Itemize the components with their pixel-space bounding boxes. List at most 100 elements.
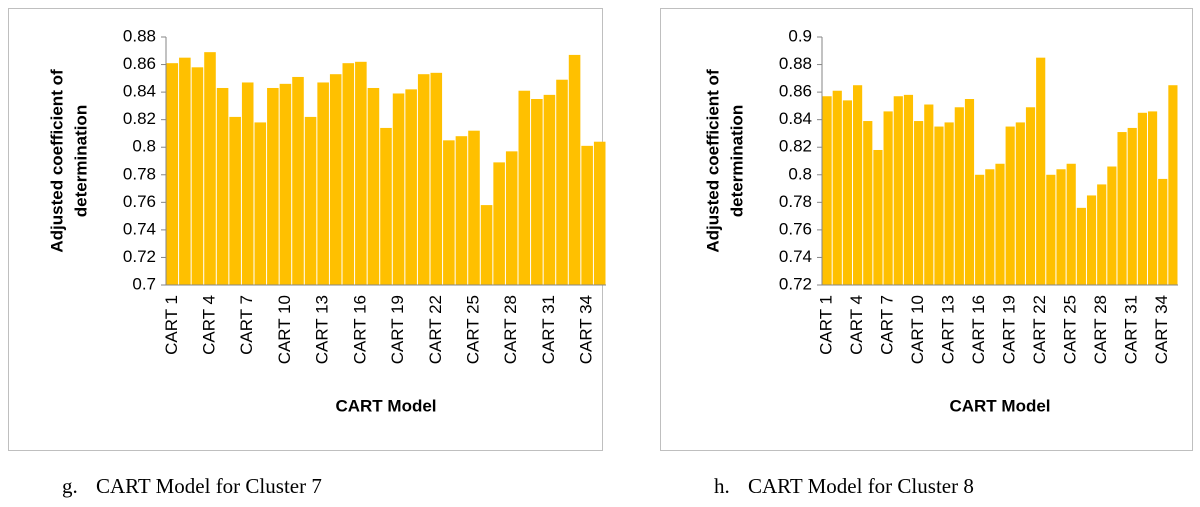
x-tick-label: CART 31 [1122, 295, 1141, 364]
x-axis-title: CART Model [335, 396, 436, 415]
bar [342, 63, 355, 285]
x-tick-label: CART 4 [199, 295, 218, 355]
x-tick-label: CART 1 [162, 295, 181, 355]
y-tick-label: 0.84 [123, 82, 156, 101]
bar [1046, 174, 1056, 285]
bar [455, 136, 468, 285]
bar [822, 96, 832, 285]
bar [292, 76, 304, 285]
bar [543, 94, 556, 285]
bar [954, 107, 964, 286]
y-tick-label: 0.76 [123, 192, 156, 211]
y-axis-title: Adjusted coefficient of [703, 69, 722, 253]
bar [505, 151, 518, 285]
bar [903, 94, 914, 285]
bar [468, 130, 480, 285]
bar [924, 104, 934, 285]
y-tick-label: 0.7 [132, 274, 156, 293]
bar [417, 74, 430, 285]
y-tick-label: 0.8 [132, 137, 156, 156]
bar [279, 83, 292, 285]
chart-frame [660, 8, 1193, 451]
bar [873, 149, 883, 285]
bar [581, 145, 593, 285]
bar [304, 116, 317, 286]
bar [593, 141, 606, 285]
bar [204, 52, 216, 286]
bar [443, 140, 455, 285]
bar [1168, 85, 1178, 285]
bar [254, 122, 267, 285]
x-tick-label: CART 1 [817, 295, 836, 355]
y-tick-label: 0.76 [779, 219, 812, 238]
y-tick-label: 0.8 [788, 164, 812, 183]
bar [1097, 184, 1107, 285]
x-tick-label: CART 22 [426, 295, 445, 364]
bar [975, 174, 985, 285]
x-tick-label: CART 10 [275, 295, 294, 364]
bar [1076, 207, 1086, 285]
x-tick-label: CART 28 [1091, 295, 1110, 364]
x-tick-label: CART 25 [463, 295, 482, 364]
x-tick-label: CART 19 [388, 295, 407, 364]
bar [1015, 122, 1025, 285]
bar [405, 89, 417, 285]
bar [1107, 166, 1117, 285]
bar [995, 163, 1005, 285]
bar [367, 87, 380, 285]
bar [380, 127, 392, 285]
x-tick-label: CART 19 [1000, 295, 1019, 364]
bar [944, 122, 954, 285]
y-tick-label: 0.82 [779, 137, 812, 156]
bar [430, 72, 443, 285]
bar [241, 82, 254, 285]
x-tick-label: CART 13 [939, 295, 958, 364]
x-tick-label: CART 16 [350, 295, 369, 364]
caption-letter: h. [714, 474, 730, 498]
caption: CART Model for Cluster 7 [96, 474, 322, 498]
bar [1025, 107, 1036, 286]
y-tick-label: 0.88 [779, 54, 812, 73]
bar [267, 87, 279, 285]
x-tick-label: CART 4 [847, 295, 866, 355]
bar [1066, 163, 1076, 285]
x-axis-title: CART Model [949, 396, 1050, 415]
bar [985, 169, 995, 285]
x-tick-label: CART 25 [1061, 295, 1080, 364]
bar [914, 121, 924, 286]
y-tick-label: 0.88 [123, 26, 156, 45]
bar [883, 111, 893, 286]
bar [1086, 195, 1097, 285]
bar [1147, 111, 1158, 286]
bar [893, 96, 903, 285]
x-tick-label: CART 16 [969, 295, 988, 364]
bar [493, 162, 505, 285]
x-tick-label: CART 31 [539, 295, 558, 364]
bar [556, 79, 568, 285]
caption-letter: g. [62, 474, 78, 498]
x-tick-label: CART 34 [577, 295, 596, 364]
y-tick-label: 0.78 [779, 192, 812, 211]
y-tick-label: 0.72 [779, 274, 812, 293]
bar [1137, 112, 1147, 286]
bar [853, 85, 863, 285]
bar [842, 100, 853, 285]
y-tick-label: 0.72 [123, 247, 156, 266]
bar [964, 99, 975, 285]
bar [355, 61, 367, 285]
bar [1036, 57, 1046, 285]
bar [179, 57, 191, 285]
y-tick-label: 0.86 [123, 54, 156, 73]
bar [863, 121, 873, 286]
bar [166, 63, 179, 285]
y-axis-title: determination [727, 105, 746, 217]
bar [518, 90, 531, 285]
bar [1158, 178, 1168, 285]
bar [329, 74, 342, 285]
bar [568, 54, 581, 286]
y-tick-label: 0.86 [779, 82, 812, 101]
x-tick-label: CART 10 [908, 295, 927, 364]
bar [832, 90, 842, 285]
y-axis-title: Adjusted coefficient of [47, 69, 66, 253]
y-tick-label: 0.74 [123, 219, 156, 238]
